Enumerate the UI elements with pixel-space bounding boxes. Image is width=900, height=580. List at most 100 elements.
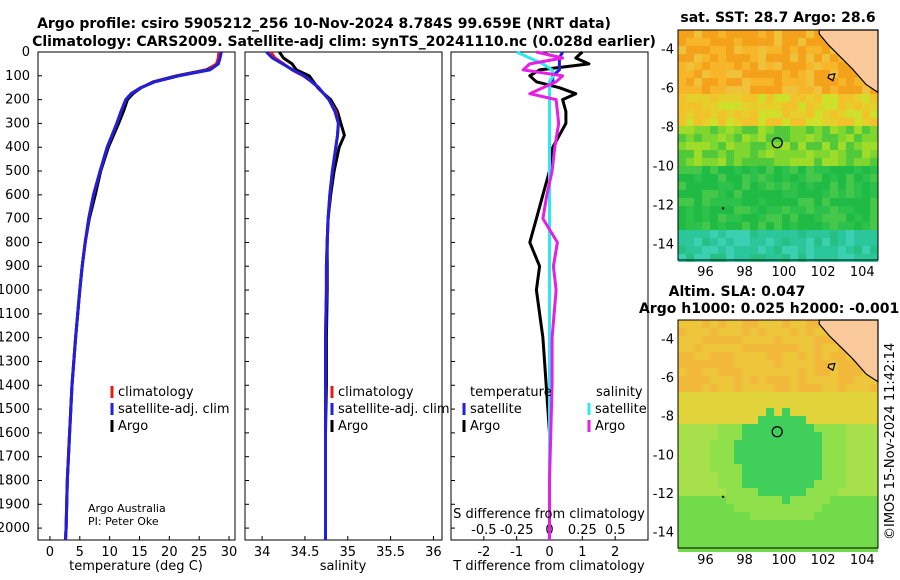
map-cell [742, 368, 750, 376]
map-cell [862, 222, 870, 230]
map-cell [790, 62, 798, 70]
map-cell [854, 368, 862, 376]
map-cell [862, 512, 870, 520]
map-cell [718, 214, 726, 222]
sst-map-title: sat. SST: 28.7 Argo: 28.6 [680, 10, 875, 26]
map-cell [814, 222, 822, 230]
map-cell [814, 158, 822, 166]
map-cell [718, 440, 726, 448]
map-cell [846, 158, 854, 166]
map-cell [702, 488, 710, 496]
map-cell [678, 536, 686, 544]
map-cell [822, 190, 830, 198]
map-cell [694, 158, 702, 166]
map-cell [758, 416, 766, 424]
map-cell [734, 480, 742, 488]
x-tick-label: 30 [221, 545, 238, 560]
map-cell [854, 528, 862, 536]
map-cell [766, 328, 774, 336]
map-cell [814, 198, 822, 206]
map-cell [806, 464, 814, 472]
map-cell [782, 360, 790, 368]
map-cell [766, 384, 774, 392]
map-cell [766, 110, 774, 118]
map-cell [870, 488, 878, 496]
map-cell [806, 30, 814, 38]
map-lat-label: -4 [661, 332, 674, 347]
map-cell [710, 424, 718, 432]
map-cell [790, 464, 798, 472]
map-cell [790, 166, 798, 174]
map-cell [854, 158, 862, 166]
map-cell [790, 110, 798, 118]
map-cell [758, 222, 766, 230]
map-cell [790, 448, 798, 456]
map-cell [782, 376, 790, 384]
map-cell [726, 30, 734, 38]
map-cell [726, 190, 734, 198]
map-cell [750, 246, 758, 254]
map-cell [814, 400, 822, 408]
map-cell [702, 254, 710, 262]
map-cell [822, 254, 830, 262]
depth-tick-label: 100 [5, 69, 30, 84]
map-cell [782, 352, 790, 360]
map-cell [862, 456, 870, 464]
map-cell [870, 254, 878, 262]
map-cell [678, 102, 686, 110]
map-cell [758, 110, 766, 118]
map-cell [758, 118, 766, 126]
map-cell [750, 536, 758, 544]
map-cell [798, 102, 806, 110]
map-cell [814, 238, 822, 246]
map-cell [774, 520, 782, 528]
x-tick-label: 10 [101, 545, 118, 560]
map-cell [694, 416, 702, 424]
map-cell [726, 254, 734, 262]
map-cell [814, 78, 822, 86]
map-cell [854, 166, 862, 174]
map-cell [774, 222, 782, 230]
map-cell [734, 78, 742, 86]
map-cell [814, 134, 822, 142]
map-cell [782, 206, 790, 214]
map-cell [726, 182, 734, 190]
map-cell [694, 440, 702, 448]
map-cell [822, 206, 830, 214]
map-cell [790, 400, 798, 408]
map-cell [814, 30, 822, 38]
map-cell [822, 504, 830, 512]
map-cell [734, 102, 742, 110]
map-cell [742, 336, 750, 344]
map-cell [710, 70, 718, 78]
map-cell [798, 336, 806, 344]
map-cell [790, 78, 798, 86]
map-cell [782, 70, 790, 78]
map-cell [726, 376, 734, 384]
map-cell [814, 174, 822, 182]
x-tick-label: 1 [578, 545, 586, 560]
map-cell [806, 528, 814, 536]
map-cell [774, 328, 782, 336]
map-cell [718, 376, 726, 384]
map-cell [694, 320, 702, 328]
map-cell [678, 504, 686, 512]
map-lon-label: 98 [736, 265, 753, 280]
map-cell [854, 94, 862, 102]
map-cell [798, 440, 806, 448]
map-lat-label: -14 [653, 237, 674, 252]
map-cell [806, 456, 814, 464]
map-cell [710, 416, 718, 424]
map-cell [830, 214, 838, 222]
map-cell [758, 336, 766, 344]
map-cell [830, 166, 838, 174]
map-cell [678, 38, 686, 46]
map-cell [798, 70, 806, 78]
map-cell [734, 38, 742, 46]
map-cell [806, 86, 814, 94]
map-cell [678, 392, 686, 400]
map-cell [702, 198, 710, 206]
map-cell [806, 94, 814, 102]
map-cell [830, 150, 838, 158]
map-cell [750, 254, 758, 262]
